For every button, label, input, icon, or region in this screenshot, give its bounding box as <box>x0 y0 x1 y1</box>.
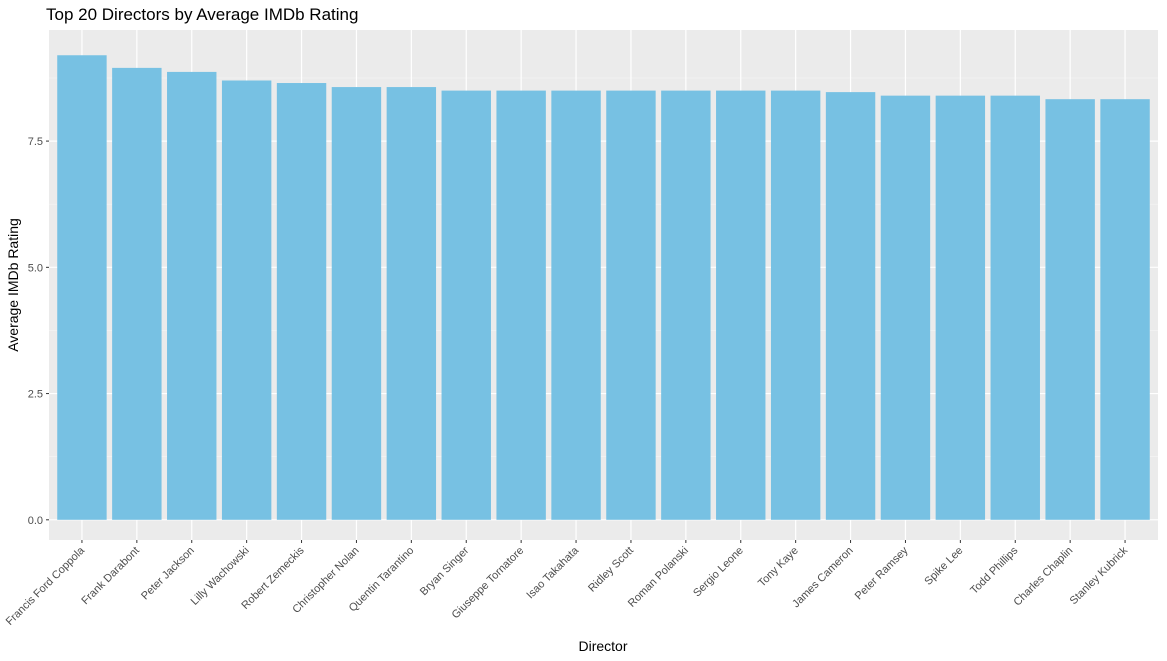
bar <box>825 92 876 520</box>
y-tick-label: 2.5 <box>28 389 43 401</box>
bar <box>1100 99 1150 520</box>
bar <box>441 90 491 520</box>
x-tick-label: Peter Jackson <box>139 545 197 603</box>
y-axis: 0.0 2.5 5.0 7.5 <box>28 136 49 527</box>
bar <box>167 71 217 520</box>
y-tick-label: 5.0 <box>28 262 43 274</box>
x-tick-label: Sergio Leone <box>691 545 746 600</box>
bar <box>716 90 766 520</box>
x-tick-label: Peter Ramsey <box>853 544 911 602</box>
bars <box>57 55 1150 520</box>
x-tick-label: Charles Chaplin <box>1011 545 1075 609</box>
bar <box>386 87 437 520</box>
x-tick-label: Lilly Wachowski <box>189 545 252 608</box>
x-tick-label: Frank Darabont <box>79 545 142 608</box>
x-tick-label: Francis Ford Coppola <box>4 544 88 628</box>
bar <box>221 80 272 520</box>
x-tick-label: Todd Phillips <box>968 544 1021 597</box>
x-axis-title: Director <box>578 638 627 654</box>
bar <box>331 87 382 520</box>
bar <box>661 90 711 520</box>
bar <box>276 83 327 520</box>
y-tick-label: 0.0 <box>28 515 43 527</box>
x-tick-label: Isao Takahata <box>524 544 581 601</box>
bar <box>606 90 656 520</box>
bar <box>935 95 986 520</box>
bar <box>880 95 931 520</box>
x-tick-label: James Cameron <box>790 545 856 611</box>
bar <box>112 67 162 520</box>
x-tick-label: Bryan Singer <box>418 544 472 598</box>
y-axis-title: Average IMDb Rating <box>5 218 21 352</box>
bar <box>551 90 601 520</box>
bar <box>1045 99 1095 520</box>
bar <box>990 95 1040 520</box>
x-tick-label: Roman Polanski <box>626 545 691 610</box>
x-tick-label: Stanley Kubrick <box>1068 544 1131 607</box>
x-tick-label: Spike Lee <box>922 545 965 588</box>
bar <box>770 90 821 520</box>
x-tick-label: Ridley Scott <box>586 545 636 595</box>
y-tick-label: 7.5 <box>28 136 43 148</box>
chart-title: Top 20 Directors by Average IMDb Rating <box>46 5 358 24</box>
bar <box>496 90 546 520</box>
bar <box>57 55 107 520</box>
x-tick-label: Tony Kaye <box>756 545 801 590</box>
